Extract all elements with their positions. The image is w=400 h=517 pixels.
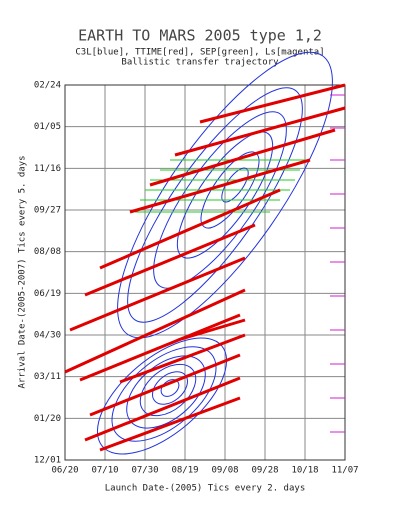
contour-line	[79, 313, 241, 382]
plot-area	[64, 51, 346, 455]
contour-line	[129, 158, 311, 214]
x-tick-label: 07/30	[131, 466, 158, 476]
contour-line	[177, 318, 246, 342]
contour	[96, 337, 228, 455]
y-tick-label: 11/16	[34, 164, 61, 174]
x-tick-label: 06/20	[51, 466, 78, 476]
x-tick-label: 09/08	[211, 466, 238, 476]
ttime-lines	[64, 83, 346, 452]
y-tick-label: 09/27	[34, 206, 61, 216]
y-tick-label: 01/20	[34, 414, 61, 424]
x-tick-label: 07/10	[91, 466, 118, 476]
x-tick-label: 10/18	[291, 466, 318, 476]
contour-line	[84, 376, 241, 442]
y-tick-label: 01/05	[34, 122, 61, 132]
contour-line	[99, 396, 241, 452]
y-tick-label: 12/01	[34, 456, 61, 466]
contour	[160, 379, 180, 397]
ls-ticks	[330, 94, 345, 433]
contour	[117, 51, 333, 339]
x-tick-label: 11/07	[331, 466, 358, 476]
contour	[152, 371, 188, 405]
y-tick-label: 06/19	[34, 289, 61, 299]
x-tick-label: 08/19	[171, 466, 198, 476]
y-tick-label: 04/30	[34, 331, 61, 341]
chart-subtitle: C3L[blue], TTIME[red], SEP[green], Ls[ma…	[75, 48, 324, 58]
contour	[139, 363, 197, 417]
contour-line	[149, 128, 336, 187]
contour-line	[69, 256, 246, 332]
chart-note: Ballistic transfer trajectory	[121, 58, 279, 68]
contour-line	[199, 83, 346, 124]
contour-line	[84, 223, 256, 297]
y-tick-label: 03/11	[34, 372, 61, 382]
x-axis-label: Launch Date-(2005) Tics every 2. days	[105, 484, 305, 494]
y-axis-label: Arrival Date-(2005-2007) Tics every 5. d…	[18, 156, 28, 389]
contour-line	[174, 106, 346, 157]
chart-title: EARTH TO MARS 2005 type 1,2	[78, 27, 322, 45]
contour-line	[119, 333, 246, 384]
plot-frame	[64, 84, 346, 461]
x-tick-label: 09/28	[251, 466, 278, 476]
contour-line	[64, 288, 246, 374]
contour-line	[89, 353, 241, 417]
c3l-contours-lower	[96, 337, 228, 455]
y-tick-label: 08/08	[34, 247, 61, 257]
contour	[127, 87, 303, 323]
contour-line	[99, 188, 281, 270]
y-tick-label: 02/24	[34, 81, 61, 91]
